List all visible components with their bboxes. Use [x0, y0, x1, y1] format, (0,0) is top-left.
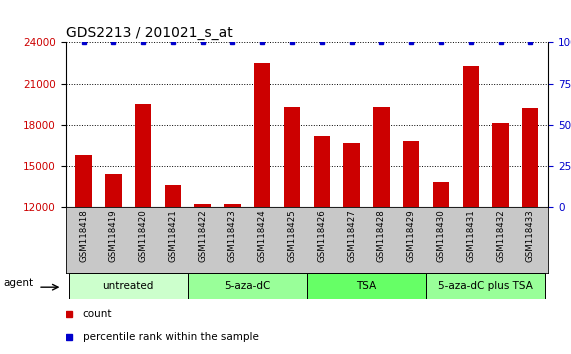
Text: GSM118425: GSM118425 [288, 209, 296, 262]
Bar [164, 185, 181, 207]
Bar [284, 107, 300, 207]
Text: count: count [83, 309, 112, 319]
Text: GSM118418: GSM118418 [79, 209, 88, 262]
Bar [105, 174, 122, 207]
Bar [343, 143, 360, 207]
Text: GSM118432: GSM118432 [496, 209, 505, 262]
Bar [522, 108, 538, 207]
Text: GSM118428: GSM118428 [377, 209, 386, 262]
Text: GSM118424: GSM118424 [258, 209, 267, 262]
Bar [492, 124, 509, 207]
Bar [224, 204, 240, 207]
Text: 5-aza-dC: 5-aza-dC [224, 281, 271, 291]
Text: GSM118427: GSM118427 [347, 209, 356, 262]
Text: percentile rank within the sample: percentile rank within the sample [83, 332, 259, 342]
Text: GSM118421: GSM118421 [168, 209, 178, 262]
Text: GSM118426: GSM118426 [317, 209, 326, 262]
Bar [75, 155, 92, 207]
Text: GSM118422: GSM118422 [198, 209, 207, 262]
Text: 5-aza-dC plus TSA: 5-aza-dC plus TSA [438, 281, 533, 291]
Bar [135, 104, 151, 207]
Bar [433, 182, 449, 207]
Text: GSM118431: GSM118431 [467, 209, 475, 262]
Text: TSA: TSA [356, 281, 377, 291]
FancyBboxPatch shape [426, 273, 545, 299]
Bar [463, 66, 479, 207]
Bar [373, 107, 389, 207]
Text: GSM118420: GSM118420 [139, 209, 147, 262]
Text: GSM118429: GSM118429 [407, 209, 416, 262]
Text: GSM118423: GSM118423 [228, 209, 237, 262]
Text: GSM118433: GSM118433 [526, 209, 535, 262]
Text: agent: agent [3, 278, 34, 288]
Text: GSM118419: GSM118419 [109, 209, 118, 262]
Bar [313, 136, 330, 207]
Text: GSM118430: GSM118430 [436, 209, 445, 262]
Bar [195, 204, 211, 207]
Text: GDS2213 / 201021_s_at: GDS2213 / 201021_s_at [66, 26, 232, 40]
FancyBboxPatch shape [69, 273, 188, 299]
Bar [254, 63, 271, 207]
FancyBboxPatch shape [307, 273, 426, 299]
Bar [403, 141, 419, 207]
Text: untreated: untreated [103, 281, 154, 291]
FancyBboxPatch shape [188, 273, 307, 299]
